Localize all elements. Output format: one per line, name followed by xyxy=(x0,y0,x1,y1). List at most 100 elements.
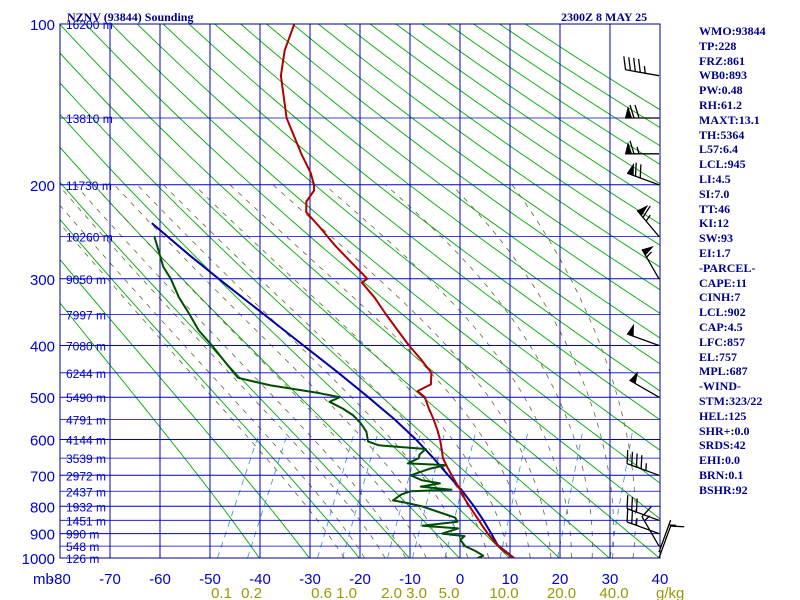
moist-adiabat xyxy=(163,184,490,558)
temperature-tick-label: 10 xyxy=(502,571,519,588)
barb-half xyxy=(646,251,653,258)
index-item: BRN:0.1 xyxy=(699,467,744,482)
temperature-tick-label: -40 xyxy=(249,571,271,588)
height-label: 5490 m xyxy=(66,391,106,405)
moist-adiabat xyxy=(193,184,510,558)
index-item: LFC:857 xyxy=(699,334,745,349)
index-item: TH:5364 xyxy=(699,127,745,142)
index-item: HEL:125 xyxy=(699,408,747,423)
height-label: 2437 m xyxy=(66,485,106,499)
profile-traces xyxy=(151,24,515,558)
mixing-ratio-line xyxy=(499,431,529,558)
temperature-trace xyxy=(279,24,515,558)
mixing-ratio-line xyxy=(557,431,583,558)
height-label: 4144 m xyxy=(66,434,106,448)
height-label: 13810 m xyxy=(66,112,113,126)
barb-flag xyxy=(627,323,634,337)
temperature-tick-label: -50 xyxy=(199,571,221,588)
height-label: 11730 m xyxy=(66,179,112,193)
mixing-ratio-label: 0.6 xyxy=(311,585,332,600)
pressure-tick-label: 500 xyxy=(30,390,55,407)
barb-full xyxy=(629,104,635,119)
mixing-ratio-label: 40.0 xyxy=(599,585,628,600)
dry-adiabat xyxy=(110,24,660,484)
barb-flag xyxy=(625,106,632,118)
mixing-ratio-line xyxy=(247,431,289,558)
wind-barb xyxy=(626,495,660,521)
pressure-tick-label: 1000 xyxy=(22,551,55,568)
index-item: KI:12 xyxy=(699,216,729,231)
moist-adiabat xyxy=(451,184,615,558)
index-item: BSHR:92 xyxy=(699,482,748,497)
pressure-unit-label: mb xyxy=(33,571,54,588)
height-label: 126 m xyxy=(66,552,99,566)
moist-adiabat xyxy=(385,184,593,558)
plot-frame xyxy=(59,23,661,559)
wind-barb xyxy=(623,56,660,77)
dry-adiabat xyxy=(60,258,310,558)
height-label: 10260 m xyxy=(66,230,113,244)
barb-full xyxy=(642,205,651,218)
barb-staff xyxy=(625,69,660,77)
moist-adiabat xyxy=(511,184,636,558)
moist-adiabat xyxy=(229,184,531,558)
height-label: 990 m xyxy=(66,528,99,542)
moist-adiabat xyxy=(75,184,406,558)
barb-full xyxy=(631,510,634,524)
barb-full xyxy=(639,164,642,178)
mixing-ratio-label: 1.0 xyxy=(336,585,357,600)
barb-staff xyxy=(626,463,660,476)
index-item: EI:1.7 xyxy=(699,245,731,260)
barb-full xyxy=(637,58,641,73)
wind-barb xyxy=(629,371,660,398)
wind-barb xyxy=(641,245,660,280)
barb-staff xyxy=(658,519,672,553)
height-label: 2972 m xyxy=(66,469,106,483)
height-label: 9050 m xyxy=(66,273,106,287)
sounding-indices: WMO:93844 TP:228 FRZ:861 WB0:893 PW:0.48 RH:6… xyxy=(699,24,766,498)
barb-half xyxy=(668,524,677,527)
index-item: WB0:893 xyxy=(699,68,747,83)
temperature-tick-label: 0 xyxy=(456,571,464,588)
index-item: TP:228 xyxy=(699,38,737,53)
height-label: 3539 m xyxy=(66,452,106,466)
index-item: SHR+:0.0 xyxy=(699,423,750,438)
dewpoint-trace xyxy=(153,236,485,558)
temperature-tick-label: 30 xyxy=(602,571,619,588)
moist-adiabat xyxy=(324,184,572,558)
barb-staff xyxy=(626,521,660,535)
barb-flag xyxy=(637,205,649,216)
barb-half xyxy=(636,146,640,154)
wind-barb xyxy=(658,519,677,553)
barb-flag xyxy=(625,141,632,154)
mixing-ratio-label: 10.0 xyxy=(489,585,518,600)
pressure-tick-label: 300 xyxy=(30,272,55,289)
height-label: 16200 m xyxy=(66,18,113,32)
wind-barb xyxy=(636,205,660,237)
index-item: LCL:945 xyxy=(699,157,746,172)
wind-barb xyxy=(658,525,685,559)
barb-full xyxy=(626,508,629,523)
mixing-ratio-unit: g/kg xyxy=(656,585,684,600)
index-item: PW:0.48 xyxy=(699,83,743,98)
barb-flag xyxy=(642,245,654,256)
wind-barb xyxy=(626,508,660,535)
index-item: TT:46 xyxy=(699,201,731,216)
index-item: CAPE:11 xyxy=(699,275,747,290)
barb-staff xyxy=(626,172,660,186)
background-lines xyxy=(60,24,660,558)
index-item: LCL:902 xyxy=(699,305,746,320)
barb-full xyxy=(670,525,685,528)
height-label: 6244 m xyxy=(66,367,106,381)
mixing-ratio-label: 2.0 xyxy=(381,585,402,600)
barb-full xyxy=(629,140,635,154)
barb-half xyxy=(643,65,646,74)
barb-half xyxy=(645,214,651,222)
temperature-tick-label: -20 xyxy=(349,571,371,588)
pressure-tick-label: 700 xyxy=(30,468,55,485)
chart-title: NZNV (93844) Sounding xyxy=(67,10,193,24)
barb-full xyxy=(635,453,638,468)
height-label: 4791 m xyxy=(66,413,106,427)
